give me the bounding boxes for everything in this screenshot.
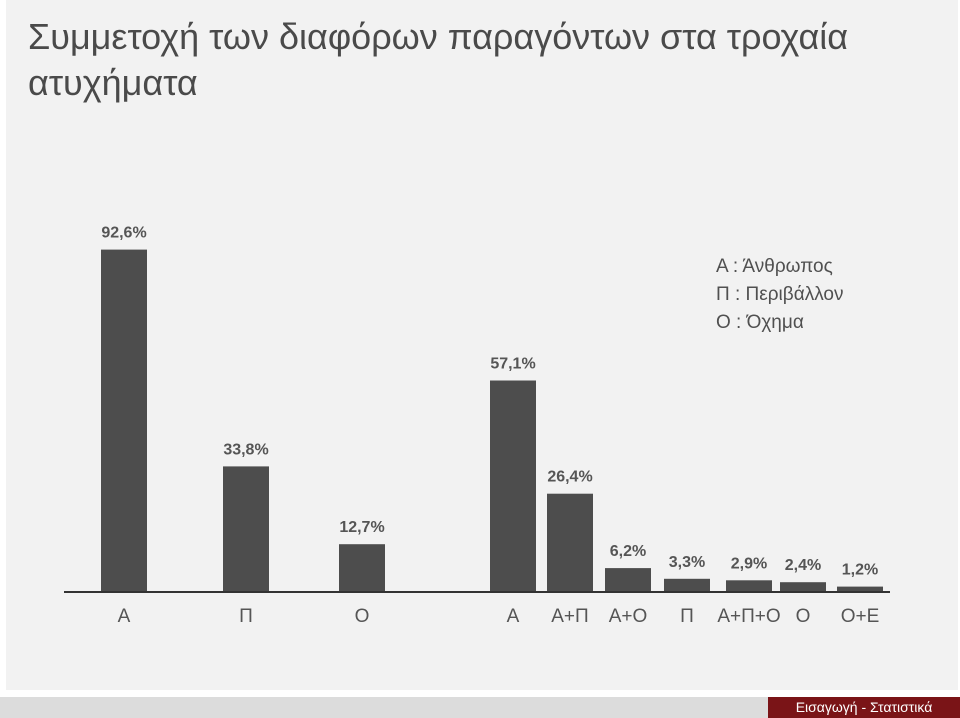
bar-1-1 [101, 249, 147, 591]
category-label: Ο [796, 606, 811, 627]
bar-1-2 [223, 466, 269, 591]
category-label: Α [507, 606, 520, 627]
category-label: Π [680, 606, 694, 627]
legend-item-vehicle: Ο : Όχημα [716, 312, 804, 333]
bar-2-1 [490, 380, 536, 591]
legend-item-human: Α : Άνθρωπος [716, 256, 833, 277]
category-label: Α [118, 606, 131, 627]
bar-2-7 [837, 586, 883, 591]
category-label: Α+Π+Ο [717, 606, 780, 627]
bar-2-3 [605, 568, 651, 591]
value-label: 92,6% [101, 225, 146, 242]
footer-strip [0, 697, 960, 718]
value-label: 12,7% [339, 519, 384, 536]
footer-label: Εισαγωγή - Στατιστικά [768, 697, 960, 718]
legend-item-environment: Π : Περιβάλλον [716, 284, 844, 305]
value-label: 26,4% [547, 469, 592, 486]
bar-1-3 [339, 544, 385, 591]
value-label: 1,2% [842, 562, 878, 579]
legend: Α : Άνθρωπος Π : Περιβάλλον Ο : Όχημα [716, 253, 843, 337]
slide-background [6, 0, 958, 690]
value-label: 2,4% [785, 557, 821, 574]
chart-title: Συμμετοχή των διαφόρων παραγόντων στα τρ… [28, 16, 849, 103]
category-label: Α+Ο [609, 606, 648, 627]
value-label: 33,8% [223, 441, 268, 458]
bar-2-2 [547, 493, 593, 591]
value-label: 3,3% [669, 554, 705, 571]
category-label: Ο+Ε [841, 606, 880, 627]
bar-2-6 [780, 582, 826, 591]
value-label: 2,9% [731, 555, 767, 572]
category-label: Α+Π [551, 606, 589, 627]
category-label: Π [239, 606, 253, 627]
bar-2-4 [664, 578, 710, 591]
category-label: Ο [355, 606, 370, 627]
value-label: 6,2% [610, 543, 646, 560]
value-label: 57,1% [490, 356, 535, 373]
bar-2-5 [726, 580, 772, 591]
